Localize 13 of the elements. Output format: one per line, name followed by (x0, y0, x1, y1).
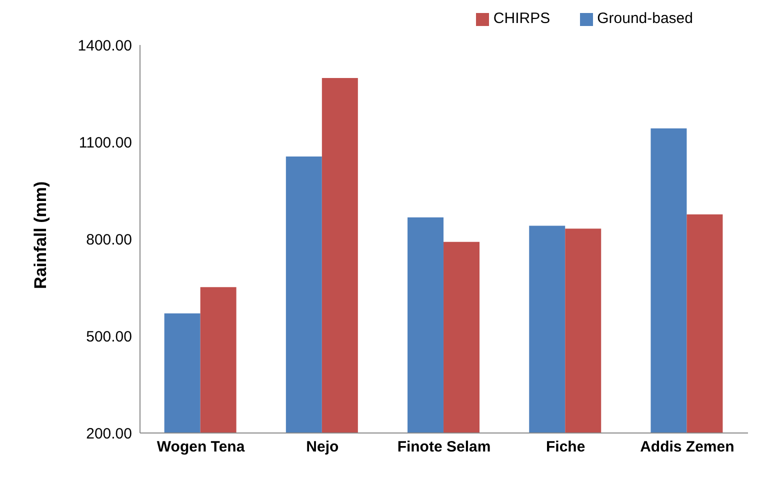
y-tick-label: 200.00 (86, 425, 132, 442)
x-tick-label: Addis Zemen (640, 438, 734, 456)
y-tick-label: 1400.00 (78, 37, 132, 54)
legend-label: Ground-based (597, 10, 693, 27)
x-tick-label: Wogen Tena (156, 438, 246, 456)
y-tick-label: 800.00 (86, 231, 132, 248)
legend-label: CHIRPS (493, 10, 550, 27)
y-tick-label: 1100.00 (78, 134, 132, 152)
y-axis-title: Rainfall (mm) (31, 181, 50, 289)
x-tick-label: Finote Selam (397, 438, 491, 456)
x-tick-label: Nejo (306, 438, 339, 456)
x-tick-label: Fiche (546, 438, 586, 456)
y-tick-label: 500.00 (86, 328, 132, 346)
